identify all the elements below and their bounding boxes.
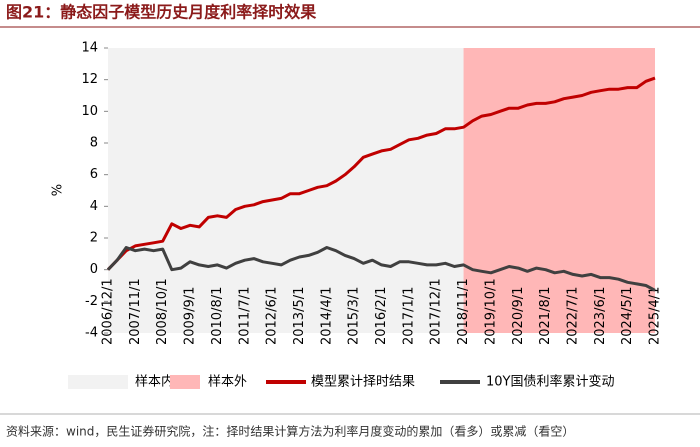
x-tick-label: 2017/12/1 (429, 278, 444, 345)
x-tick-label: 2007/11/1 (128, 278, 143, 345)
legend-label: 模型累计择时结果 (311, 375, 415, 390)
series-line (106, 76, 656, 271)
y-tick-label: 4 (90, 199, 98, 214)
y-tick-label: 6 (90, 167, 98, 182)
legend-label: 样本外 (208, 375, 247, 390)
x-tick-label: 2010/8/1 (210, 287, 225, 345)
series-line (106, 246, 656, 292)
legend-swatch (68, 375, 128, 389)
legend-label: 10Y国债利率累计变动 (486, 374, 614, 390)
x-tick-label: 2011/7/1 (237, 287, 252, 345)
y-tick-label: 10 (81, 104, 98, 119)
x-tick-label: 2009/9/1 (183, 287, 198, 345)
y-tick-label: 8 (90, 136, 98, 151)
y-tick-label: 14 (81, 41, 98, 56)
x-tick-label: 2015/3/1 (347, 287, 362, 345)
y-axis-label: % (51, 184, 66, 196)
x-tick-label: 2024/5/1 (620, 287, 635, 345)
x-tick-label: 2017/1/1 (401, 287, 416, 345)
x-tick-label: 2016/2/1 (374, 287, 389, 345)
y-tick-label: 2 (90, 231, 98, 246)
sample-band (108, 48, 464, 333)
x-tick-label: 2008/10/1 (155, 278, 170, 345)
x-tick-label: 2020/9/1 (511, 287, 526, 345)
x-tick-label: 2014/4/1 (319, 287, 334, 345)
source-note: 资料来源：wind，民生证券研究院，注：择时结果计算方法为利率月度变动的累加（看… (6, 424, 574, 439)
x-tick-label: 2022/7/1 (565, 287, 580, 345)
chart-title: 图21：静态因子模型历史月度利率择时效果 (6, 3, 316, 22)
y-tick-label: 0 (90, 262, 98, 277)
sample-band (463, 48, 655, 333)
x-tick-label: 2013/5/1 (292, 287, 307, 345)
x-tick-label: 2012/6/1 (265, 287, 280, 345)
x-tick-label: 2025/4/1 (648, 287, 663, 345)
x-tick-label: 2006/12/1 (101, 278, 116, 345)
y-tick-label: -2 (85, 294, 98, 309)
y-tick-label: -4 (85, 326, 98, 341)
x-tick-label: 2018/11/1 (456, 278, 471, 345)
x-tick-label: 2019/10/1 (483, 278, 498, 345)
legend-swatch (170, 375, 200, 389)
x-tick-label: 2021/8/1 (538, 287, 553, 345)
x-tick-label: 2023/6/1 (593, 287, 608, 345)
legend-label: 样本内 (135, 374, 174, 390)
y-tick-label: 12 (81, 72, 98, 87)
